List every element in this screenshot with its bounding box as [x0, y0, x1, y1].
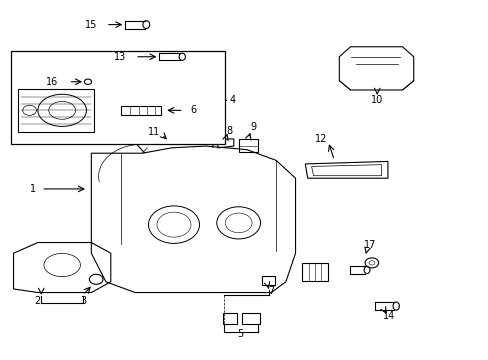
Text: 10: 10: [370, 95, 383, 105]
Text: 4: 4: [229, 95, 235, 105]
Text: 7: 7: [267, 287, 274, 296]
Text: 2: 2: [35, 296, 41, 306]
Text: 9: 9: [250, 122, 256, 132]
Text: 13: 13: [114, 52, 126, 62]
Text: 8: 8: [225, 126, 231, 136]
Text: 3: 3: [80, 296, 86, 306]
Text: 17: 17: [363, 240, 375, 250]
Text: 15: 15: [85, 19, 97, 30]
Text: 5: 5: [237, 329, 243, 339]
Text: 12: 12: [314, 134, 327, 144]
Text: 1: 1: [30, 184, 36, 194]
Text: 11: 11: [148, 127, 161, 137]
Text: 14: 14: [383, 311, 395, 321]
Bar: [11, 51, 224, 144]
Text: 16: 16: [46, 77, 59, 87]
Text: 6: 6: [190, 105, 196, 115]
